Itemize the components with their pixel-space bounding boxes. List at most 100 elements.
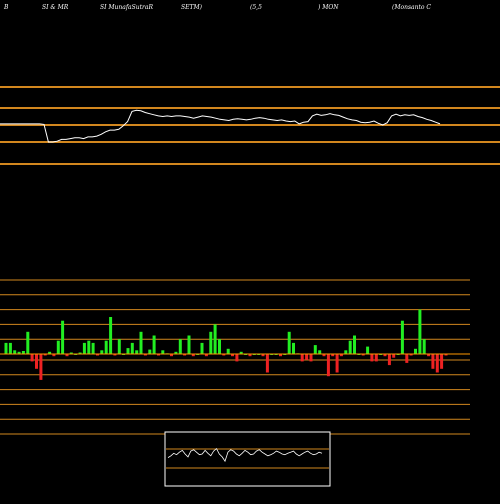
mrsi-bar-positive: [69, 352, 73, 354]
mrsi-bar-negative: [279, 354, 282, 357]
mrsi-bar-positive: [348, 340, 352, 354]
mini-panel-border: [164, 431, 331, 487]
mrsi-bar-positive: [109, 317, 113, 354]
mrsi-bar-negative: [39, 354, 43, 380]
mrsi-bar-negative: [96, 354, 99, 356]
mrsi-bar-positive: [152, 335, 156, 354]
mrsi-bar-positive: [104, 340, 108, 354]
header-label-7: (Monsanto C: [392, 4, 432, 11]
mrsi-bar-negative: [339, 354, 343, 357]
mrsi-bar-positive: [139, 331, 143, 354]
mrsi-bar-positive: [200, 342, 204, 354]
mrsi-bar-positive: [174, 351, 178, 354]
mrsi-bar-negative: [261, 354, 265, 357]
mrsi-bar-positive: [187, 335, 191, 354]
mrsi-bar-negative: [440, 354, 444, 369]
mrsi-bar-negative: [392, 354, 396, 358]
mrsi-bar-negative: [383, 354, 387, 357]
rsi-series-line: [0, 109, 441, 143]
mrsi-bar-negative: [191, 354, 195, 357]
mrsi-bar-positive: [218, 339, 221, 354]
mrsi-bar-negative: [361, 354, 365, 356]
mrsi-bar-negative: [113, 354, 117, 356]
mrsi-bar-positive: [418, 309, 422, 354]
mrsi-bar-positive: [8, 342, 12, 354]
mrsi-bar-negative: [435, 354, 439, 373]
mrsi-bar-positive: [26, 331, 30, 354]
mrsi-bar-positive: [226, 348, 230, 354]
mrsi-bar-negative: [170, 354, 173, 357]
mrsi-bar-negative: [335, 354, 339, 373]
mrsi-bar-negative: [444, 354, 448, 356]
mrsi-bar-positive: [353, 335, 356, 354]
mrsi-bar-negative: [204, 354, 208, 357]
mrsi-bar-negative: [65, 354, 69, 357]
mrsi-bar-positive: [126, 348, 130, 354]
mrsi-bar-negative: [427, 354, 431, 357]
header-label-4: SETM): [181, 4, 202, 11]
mrsi-bar-positive: [48, 351, 52, 354]
mrsi-bar-negative: [326, 354, 330, 377]
mrsi-bar-negative: [374, 354, 378, 362]
mrsi-bar-positive: [344, 350, 348, 354]
mrsi-bar-negative: [231, 354, 234, 357]
mrsi-bar-positive: [117, 339, 121, 354]
mrsi-bar-positive: [313, 345, 317, 354]
mrsi-bar-negative: [52, 354, 56, 357]
mrsi-bar-positive: [56, 340, 60, 354]
mrsi-bar-positive: [161, 350, 165, 354]
mrsi-bar-positive: [87, 340, 91, 354]
mrsi-bar-positive: [148, 349, 152, 354]
mrsi-bar-positive: [318, 350, 322, 354]
mrsi-bar-positive: [78, 352, 82, 354]
mrsi-bar-negative: [248, 354, 252, 357]
mrsi-bar-positive: [414, 348, 417, 354]
mrsi-bar-positive: [100, 350, 104, 354]
mrsi-bar-positive: [17, 351, 21, 354]
mrsi-bar-negative: [265, 354, 269, 373]
mrsi-bar-negative: [405, 354, 409, 363]
mrsi-bar-positive: [13, 350, 17, 354]
mrsi-bar-negative: [431, 354, 435, 369]
mrsi-bar-positive: [213, 324, 217, 354]
mrsi-bar-negative: [43, 354, 47, 356]
mrsi-bar-negative: [370, 354, 374, 362]
header-label-5: (5,5: [250, 4, 262, 11]
mrsi-bar-positive: [61, 320, 65, 354]
mrsi-bar-negative: [30, 354, 34, 362]
mrsi-bar-positive: [366, 346, 370, 354]
mrsi-bar-negative: [305, 354, 309, 360]
header-label-6: ) MON: [318, 4, 339, 11]
mrsi-bar-negative: [322, 354, 326, 357]
mrsi-bar-positive: [82, 342, 86, 354]
mrsi-bar-positive: [287, 331, 291, 354]
mrsi-bar-positive: [178, 339, 182, 354]
mrsi-bar-negative: [331, 354, 335, 357]
header-label-1: B: [4, 4, 9, 11]
mrsi-bar-negative: [183, 354, 187, 356]
mrsi-bar-negative: [409, 354, 413, 356]
mini-series-line: [167, 447, 323, 463]
mrsi-bar-negative: [309, 354, 313, 362]
mrsi-bar-negative: [235, 354, 239, 362]
header-label-3: SI MunafaSutraR: [100, 4, 153, 11]
mrsi-bar-negative: [143, 354, 147, 356]
mrsi-bar-positive: [239, 351, 243, 354]
mrsi-bar-negative: [222, 354, 226, 356]
mrsi-bar-positive: [209, 331, 213, 354]
mrsi-bar-positive: [422, 339, 426, 354]
mrsi-bar-positive: [21, 351, 25, 354]
mrsi-bar-negative: [300, 354, 304, 362]
mrsi-bar-negative: [35, 354, 38, 369]
mrsi-bar-positive: [135, 350, 139, 354]
mrsi-bar-negative: [387, 354, 391, 366]
mrsi-bar-positive: [91, 342, 95, 354]
header-label-2: SI & MR: [42, 4, 69, 11]
mrsi-bar-positive: [292, 342, 295, 354]
mrsi-bar-positive: [400, 320, 404, 354]
mrsi-bar-negative: [157, 354, 160, 356]
mrsi-bar-positive: [4, 342, 8, 354]
mrsi-bar-positive: [130, 342, 134, 354]
